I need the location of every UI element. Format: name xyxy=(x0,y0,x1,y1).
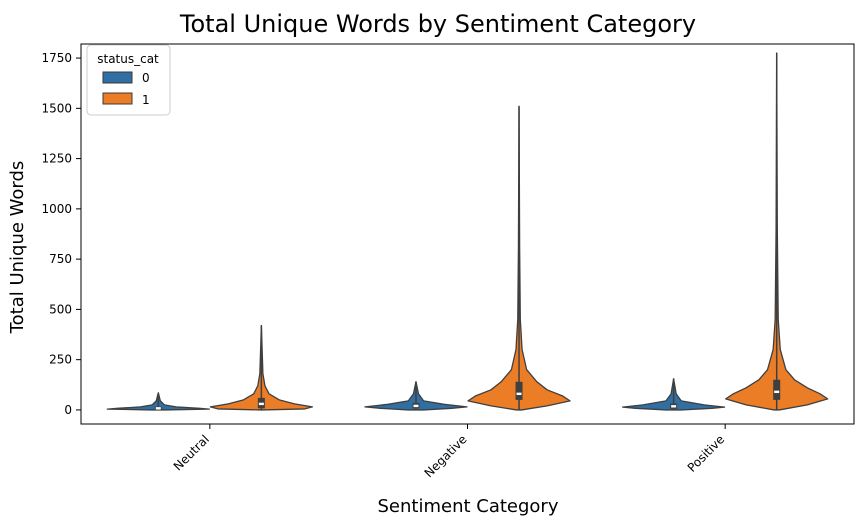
legend-swatch-0 xyxy=(102,71,133,84)
violin-median xyxy=(258,402,264,406)
violin-median xyxy=(516,392,522,396)
legend-label-0: 0 xyxy=(142,71,150,85)
y-tick-label: 0 xyxy=(64,403,72,417)
y-tick-label: 750 xyxy=(49,252,72,266)
legend-label-1: 1 xyxy=(142,93,150,107)
x-tick-label: Negative xyxy=(422,432,470,480)
violin-iqr-box xyxy=(515,381,523,400)
x-axis: Neutral Negative Positive xyxy=(171,424,728,480)
y-axis: 0 250 500 750 1000 1250 1500 1750 xyxy=(41,51,81,417)
violin-positive-status-1 xyxy=(725,52,829,411)
violin-negative-status-1 xyxy=(467,105,571,411)
violin-median xyxy=(671,405,677,408)
violin-neutral-status-0 xyxy=(106,392,210,411)
y-tick-label: 250 xyxy=(49,353,72,367)
violin-neutral-status-1 xyxy=(209,324,314,411)
y-tick-label: 500 xyxy=(49,302,72,316)
y-tick-label: 1250 xyxy=(41,152,72,166)
y-tick-label: 1750 xyxy=(41,51,72,65)
legend: status_cat 0 1 xyxy=(86,44,171,116)
x-tick-label: Neutral xyxy=(171,432,212,473)
y-tick-label: 1500 xyxy=(41,101,72,115)
y-axis-title: Total Unique Words xyxy=(7,161,28,335)
violin-median xyxy=(413,404,419,408)
legend-swatch-1 xyxy=(102,92,133,105)
plot-area xyxy=(106,52,829,411)
legend-title: status_cat xyxy=(97,52,159,66)
chart-title: Total Unique Words by Sentiment Category xyxy=(179,10,696,38)
violin-positive-status-0 xyxy=(621,378,726,411)
violin-median xyxy=(774,390,780,394)
plot-frame xyxy=(80,43,855,425)
y-tick-label: 1000 xyxy=(41,202,72,216)
x-axis-title: Sentiment Category xyxy=(378,496,559,517)
violin-negative-status-0 xyxy=(364,381,468,411)
x-tick-label: Positive xyxy=(685,432,728,475)
violin-median xyxy=(155,407,161,410)
violin-iqr-box xyxy=(773,379,781,400)
